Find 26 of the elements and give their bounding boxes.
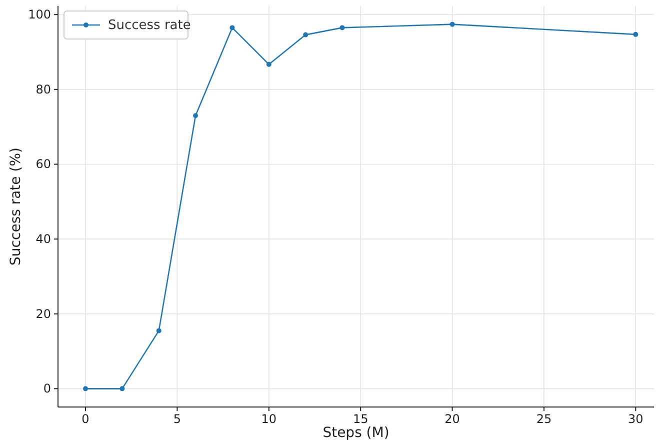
point	[450, 22, 455, 27]
point	[266, 62, 272, 67]
point	[156, 328, 162, 334]
x-tick-label: 25	[536, 412, 552, 426]
y-tick-label: 100	[28, 8, 51, 22]
x-tick-label: 15	[352, 412, 368, 426]
point	[303, 32, 308, 38]
x-tick-label: 5	[173, 412, 182, 426]
point	[120, 386, 125, 392]
x-tick-label: 30	[628, 412, 644, 426]
point	[340, 25, 345, 30]
x-axis-title: Steps (M)	[322, 425, 390, 441]
x-tick-label: 10	[261, 412, 277, 426]
point	[193, 113, 198, 118]
y-tick-label: 0	[43, 382, 51, 396]
y-tick-label: 40	[36, 232, 51, 246]
x-tick-label: 0	[82, 412, 90, 426]
point	[633, 32, 638, 37]
legend-label: Success rate	[108, 18, 191, 33]
x-tick-label: 20	[444, 412, 460, 426]
point	[230, 25, 235, 30]
y-tick-label: 20	[36, 306, 51, 321]
y-tick-label: 80	[36, 82, 51, 96]
y-tick-label: 60	[36, 157, 51, 172]
y-axis-title: Success rate (%)	[8, 148, 24, 266]
point	[83, 386, 88, 392]
